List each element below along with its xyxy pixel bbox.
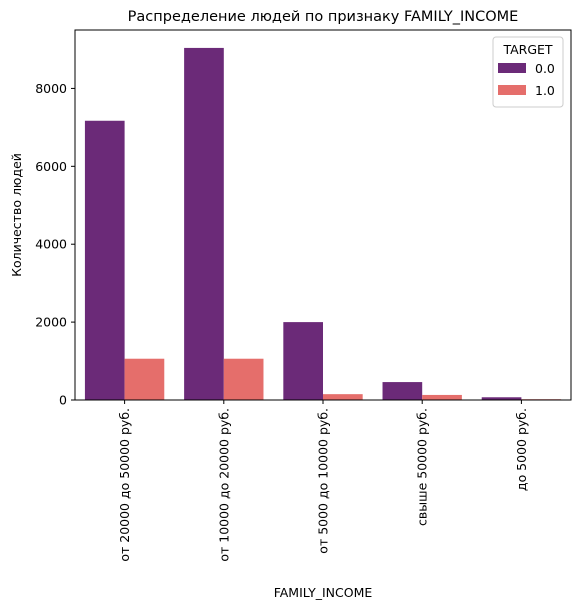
bar-2-3 bbox=[323, 394, 363, 400]
bar-1-4 bbox=[382, 382, 423, 400]
x-tick-label-3: свыше 50000 руб. bbox=[415, 408, 430, 526]
y-axis-label: Количество людей bbox=[9, 153, 24, 277]
bar-1-3 bbox=[283, 322, 323, 400]
y-tick-label-2: 4000 bbox=[35, 237, 67, 252]
legend-swatch-2 bbox=[498, 85, 526, 95]
x-axis: от 20000 до 50000 руб. от 10000 до 20000 … bbox=[117, 400, 529, 562]
y-tick-label-4: 8000 bbox=[35, 81, 67, 96]
legend-label-1: 0.0 bbox=[535, 61, 555, 76]
bar-1-2 bbox=[184, 47, 224, 401]
chart-title: Распределение людей по признаку FAMILY_I… bbox=[128, 9, 519, 25]
legend-items: 0.01.0 bbox=[498, 61, 555, 98]
bar-2-4 bbox=[422, 394, 462, 400]
bar-1-5 bbox=[481, 397, 522, 400]
x-axis-label: FAMILY_INCOME bbox=[274, 585, 373, 600]
legend-swatch-1 bbox=[498, 63, 526, 73]
y-axis: 0 2000 4000 6000 8000 bbox=[35, 81, 75, 408]
x-tick-label-4: до 5000 руб. bbox=[514, 408, 529, 491]
bars-layer bbox=[84, 47, 562, 401]
plot-frame bbox=[74, 29, 572, 401]
y-tick-label-0: 0 bbox=[59, 393, 67, 408]
bar-2-1 bbox=[124, 358, 165, 400]
legend: TARGET 0.01.0 bbox=[492, 36, 564, 108]
bar-2-2 bbox=[223, 358, 264, 400]
legend-label-2: 1.0 bbox=[535, 83, 555, 98]
x-tick-label-0: от 20000 до 50000 руб. bbox=[117, 408, 132, 562]
x-tick-label-2: от 5000 до 10000 руб. bbox=[316, 408, 331, 554]
y-tick-label-1: 2000 bbox=[35, 315, 67, 330]
y-tick-label-3: 6000 bbox=[35, 159, 67, 174]
legend-title: TARGET bbox=[502, 42, 552, 57]
x-tick-label-1: от 10000 до 20000 руб. bbox=[216, 408, 231, 562]
bar-1-1 bbox=[84, 120, 125, 400]
